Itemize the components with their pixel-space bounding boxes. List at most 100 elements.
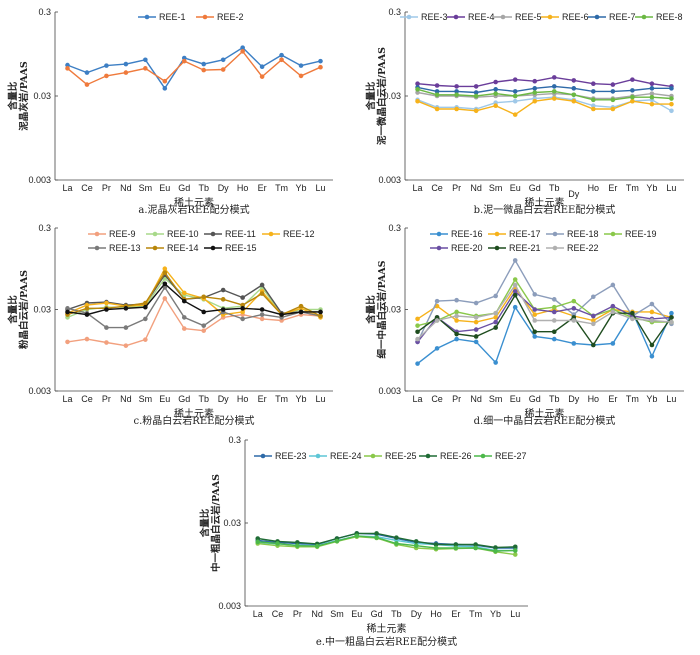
x-tick-label: Eu xyxy=(159,183,170,193)
data-point xyxy=(512,282,518,288)
data-point xyxy=(104,307,109,312)
data-point xyxy=(298,63,304,68)
data-point xyxy=(104,63,109,68)
data-point xyxy=(532,98,538,104)
data-point xyxy=(630,88,635,93)
data-point xyxy=(610,89,616,94)
x-tick-label: Eu xyxy=(351,609,362,619)
legend-swatch-marker xyxy=(453,14,459,20)
data-point xyxy=(473,90,479,95)
x-tick-label: Yb xyxy=(490,609,501,619)
data-point xyxy=(84,82,90,87)
data-point xyxy=(551,75,557,80)
x-tick-label: Ho xyxy=(430,609,442,619)
data-point xyxy=(493,293,498,299)
legend-swatch-marker xyxy=(370,453,376,459)
data-point xyxy=(259,316,265,322)
data-point xyxy=(493,310,498,316)
y-tick-label: 0.003 xyxy=(378,175,401,185)
data-point xyxy=(240,295,245,300)
data-point xyxy=(551,89,557,94)
y-tick-label: 0.3 xyxy=(228,435,241,445)
legend-label: REE-3 xyxy=(421,12,448,22)
data-point xyxy=(630,310,635,316)
x-tick-label: Eu xyxy=(510,394,521,404)
data-point xyxy=(669,108,674,114)
x-tick-label: Tb xyxy=(391,609,402,619)
y-tick-label: 0.003 xyxy=(378,386,401,396)
series-REE-18 xyxy=(415,258,674,345)
legend-swatch-marker xyxy=(425,453,431,459)
data-point xyxy=(162,78,168,84)
data-point xyxy=(454,92,459,98)
x-tick-label: Er xyxy=(258,394,267,404)
data-point xyxy=(591,294,596,300)
legend-label: REE-7 xyxy=(609,12,636,22)
series-line xyxy=(416,258,672,343)
series-REE-11 xyxy=(65,272,323,316)
data-point xyxy=(434,92,440,98)
data-point xyxy=(143,337,148,342)
data-point xyxy=(610,82,616,87)
data-point xyxy=(532,329,538,335)
data-point xyxy=(591,106,596,112)
data-point xyxy=(551,329,557,335)
data-point xyxy=(512,77,518,82)
x-tick-label: Lu xyxy=(315,394,325,404)
legend-label: REE-5 xyxy=(515,12,542,22)
x-tick-label: Sm xyxy=(489,183,503,193)
x-tick-label: La xyxy=(413,183,423,193)
data-point xyxy=(201,67,207,73)
data-point xyxy=(591,321,596,327)
data-point xyxy=(532,334,538,339)
y-tick-label: 0.03 xyxy=(383,305,401,315)
series-line xyxy=(67,50,321,86)
data-point xyxy=(255,536,261,541)
y-axis-title: 粉晶白云岩/PAAS xyxy=(18,270,30,349)
series-line xyxy=(417,85,672,94)
series-line xyxy=(417,283,672,340)
x-axis-title: 稀土元素 xyxy=(174,196,214,209)
data-point xyxy=(630,98,635,104)
x-tick-label: Gd xyxy=(178,394,190,404)
y-axis-title: 含量比 xyxy=(7,81,19,111)
data-point xyxy=(84,70,90,75)
x-tick-label: Pr xyxy=(452,394,461,404)
y-tick-label: 0.3 xyxy=(38,223,51,233)
data-point xyxy=(512,292,518,298)
data-point xyxy=(279,312,284,317)
data-point xyxy=(512,112,518,117)
series-REE-1 xyxy=(65,45,323,91)
data-point xyxy=(314,543,320,549)
data-point xyxy=(201,328,207,333)
data-point xyxy=(473,300,479,306)
data-point xyxy=(413,543,419,548)
legend-label: REE-18 xyxy=(567,229,599,239)
series-REE-4 xyxy=(415,75,674,89)
legend-label: REE-14 xyxy=(167,243,199,253)
x-tick-label: Er xyxy=(258,183,267,193)
data-point xyxy=(433,545,439,551)
data-point xyxy=(591,342,596,348)
x-tick-label: Lu xyxy=(510,609,520,619)
legend-swatch-marker xyxy=(152,231,158,237)
data-point xyxy=(630,77,635,82)
data-point xyxy=(84,336,90,342)
chart-panel-4: 0.3 0.03 0.003 La Ce Pr Nd Sm Eu Gd Tb Dy Ho Er Tm Yb Lu… xyxy=(365,223,684,427)
y-tick-label: 0.03 xyxy=(33,91,51,101)
x-axis-title: 稀土元素 xyxy=(525,196,565,209)
data-point xyxy=(512,98,518,104)
series-line xyxy=(257,535,516,552)
x-tick-label: Tb xyxy=(198,183,209,193)
data-point xyxy=(649,301,655,307)
x-tick-label: Tm xyxy=(275,394,288,404)
data-point xyxy=(649,101,655,107)
data-point xyxy=(181,315,187,320)
x-tick-label: Sm xyxy=(330,609,344,619)
legend-swatch-marker xyxy=(144,14,150,20)
data-point xyxy=(143,316,148,322)
data-point xyxy=(649,91,655,96)
chart-panel-5: 0.3 0.03 0.003 La Ce Pr Nd Sm Eu Gd Tb Dy Ho Er Tm Yb Lu… xyxy=(199,435,528,648)
data-point xyxy=(473,542,478,547)
x-tick-label: Nd xyxy=(470,183,482,193)
